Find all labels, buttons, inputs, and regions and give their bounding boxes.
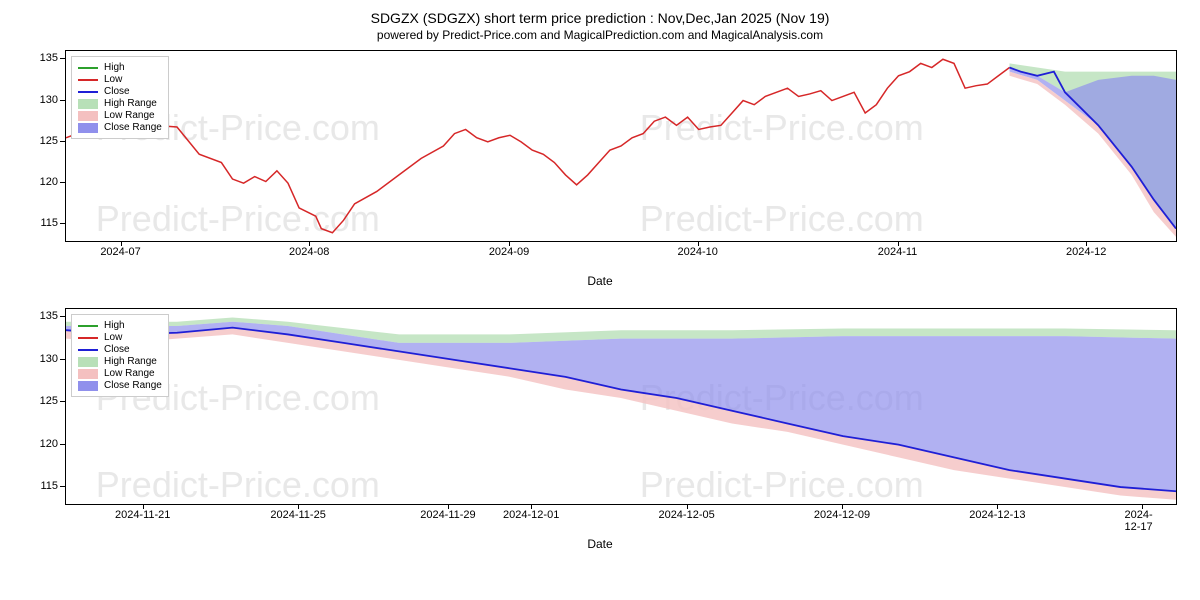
legend-high-range: High Range	[104, 98, 157, 109]
legend-close-range: Close Range	[104, 380, 162, 391]
legend-low-range: Low Range	[104, 110, 155, 121]
legend-close: Close	[104, 344, 130, 355]
legend-low: Low	[104, 74, 122, 85]
chart1-legend: High Low Close High Range Low Range Clos…	[71, 56, 169, 139]
chart2-yaxis: Price 115120125130135	[10, 308, 60, 503]
chart1-area: High Low Close High Range Low Range Clos…	[65, 50, 1177, 242]
chart1-xaxis: 2024-072024-082024-092024-102024-112024-…	[65, 242, 1176, 272]
legend-close: Close	[104, 86, 130, 97]
legend-close-range: Close Range	[104, 122, 162, 133]
chart-title: SDGZX (SDGZX) short term price predictio…	[10, 10, 1190, 26]
legend-low-range: Low Range	[104, 368, 155, 379]
chart1-yaxis: Price 115120125130135	[10, 50, 60, 240]
chart2-xaxis: 2024-11-212024-11-252024-11-292024-12-01…	[65, 505, 1176, 535]
chart2-legend: High Low Close High Range Low Range Clos…	[71, 314, 169, 397]
legend-high-range: High Range	[104, 356, 157, 367]
chart2-area: High Low Close High Range Low Range Clos…	[65, 308, 1177, 505]
legend-high: High	[104, 320, 125, 331]
legend-low: Low	[104, 332, 122, 343]
legend-high: High	[104, 62, 125, 73]
chart1-wrapper: Price 115120125130135 High Low Close Hig…	[10, 50, 1190, 288]
chart2-xlabel: Date	[10, 537, 1190, 551]
chart1-xlabel: Date	[10, 274, 1190, 288]
chart-subtitle: powered by Predict-Price.com and Magical…	[10, 28, 1190, 42]
chart2-wrapper: Price 115120125130135 High Low Close Hig…	[10, 308, 1190, 551]
